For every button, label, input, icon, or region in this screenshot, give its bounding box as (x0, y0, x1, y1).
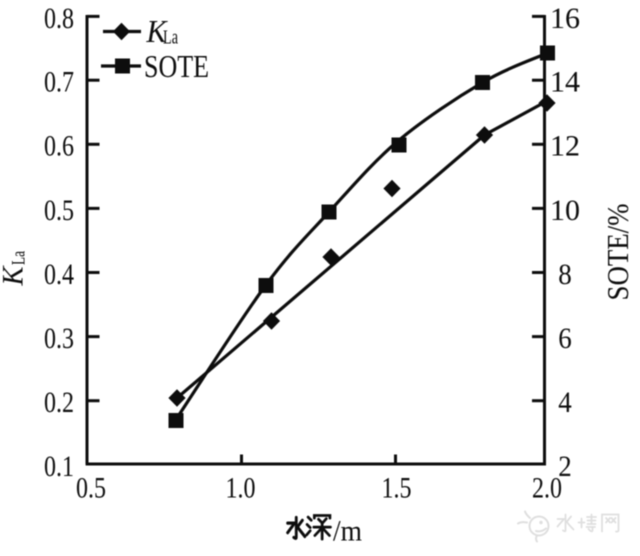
svg-text:0.4: 0.4 (44, 258, 74, 291)
svg-text:0.3: 0.3 (44, 322, 74, 355)
svg-text:K: K (146, 13, 168, 49)
svg-text:La: La (9, 251, 30, 265)
svg-text:0.7: 0.7 (44, 66, 74, 99)
svg-text:0.2: 0.2 (44, 386, 74, 419)
svg-text:2: 2 (558, 450, 572, 483)
svg-text:1.0: 1.0 (226, 471, 256, 504)
svg-text:8: 8 (558, 258, 572, 291)
svg-text:14: 14 (550, 66, 580, 99)
svg-text:6: 6 (558, 322, 572, 355)
svg-text:2.0: 2.0 (532, 471, 562, 504)
svg-text:SOTE: SOTE (144, 48, 209, 84)
svg-text:1.5: 1.5 (382, 471, 412, 504)
svg-text:K: K (0, 265, 30, 287)
svg-text:12: 12 (550, 130, 580, 163)
svg-text:0.5: 0.5 (44, 194, 74, 227)
svg-text:0.1: 0.1 (44, 450, 74, 483)
svg-text:La: La (163, 27, 178, 49)
svg-text:10: 10 (550, 194, 580, 227)
svg-text:4: 4 (558, 386, 572, 419)
svg-text:/m: /m (333, 515, 362, 548)
svg-text:0.5: 0.5 (76, 471, 106, 504)
svg-text:16: 16 (550, 2, 580, 35)
svg-text:0.8: 0.8 (44, 2, 74, 35)
svg-text:0.6: 0.6 (44, 130, 74, 163)
svg-text:SOTE/%: SOTE/% (600, 204, 635, 301)
